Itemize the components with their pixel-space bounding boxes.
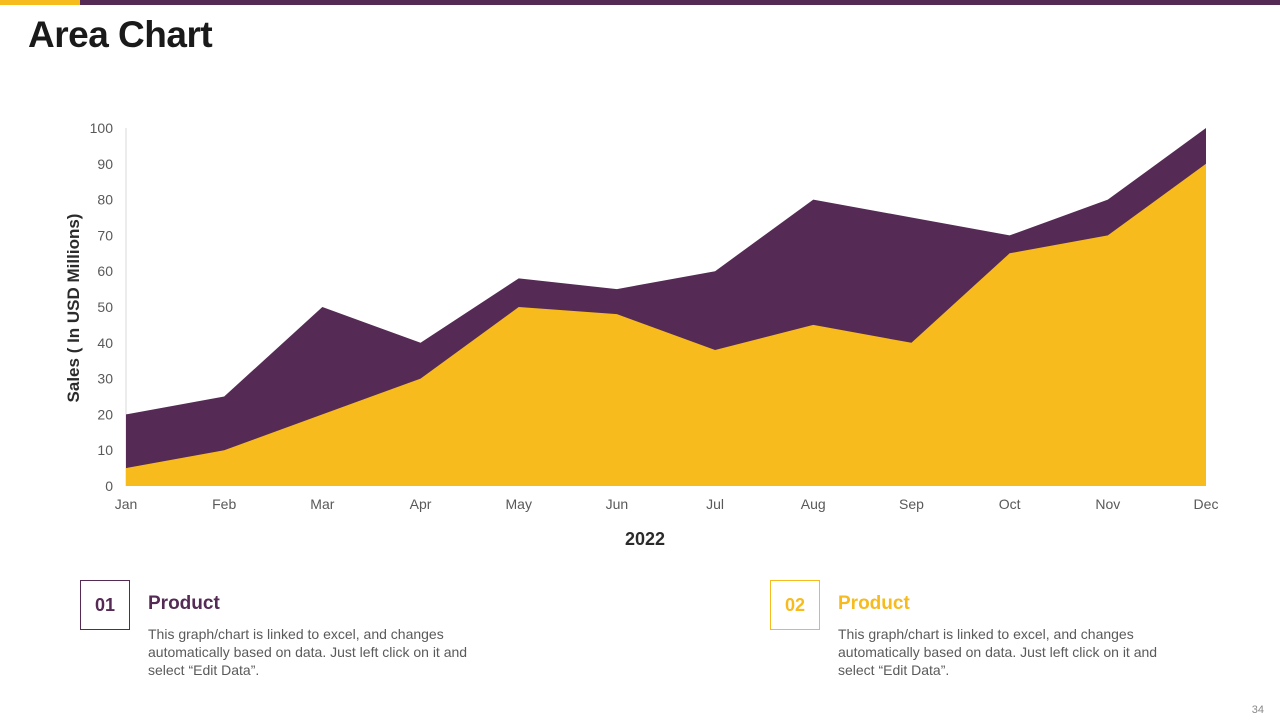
y-tick-label: 90 [97,156,113,172]
card-number-badge: 02 [770,580,820,630]
card-description: This graph/chart is linked to excel, and… [148,626,468,678]
page-number: 34 [1251,704,1264,716]
top-accent-highlight [0,0,80,5]
y-tick-label: 50 [97,299,113,315]
y-tick-label: 0 [105,478,113,494]
x-tick-label: Nov [1095,496,1120,512]
x-axis-label: 2022 [624,529,666,549]
y-tick-label: 60 [97,263,113,279]
x-tick-label: Feb [212,496,236,512]
y-tick-label: 10 [97,442,113,458]
x-tick-label: Oct [999,496,1021,512]
card-description: This graph/chart is linked to excel, and… [838,626,1158,678]
x-tick-label: Aug [801,496,826,512]
y-axis-label: Sales ( In USD Millions) [64,213,83,403]
y-tick-label: 100 [90,120,114,136]
card-heading: Product [148,593,220,614]
x-tick-label: May [506,496,532,512]
x-tick-label: Jun [606,496,629,512]
y-tick-label: 40 [97,335,113,351]
card-number-badge: 01 [80,580,130,630]
x-tick-label: Jan [115,496,138,512]
top-accent-bar [0,0,1280,5]
area-series-2 [126,163,1206,487]
x-tick-label: Jul [706,496,724,512]
x-tick-label: Mar [310,496,334,512]
y-tick-label: 20 [97,406,113,422]
y-tick-label: 80 [97,192,113,208]
card-heading: Product [838,593,910,614]
area-chart: 0 10 20 30 40 50 60 70 80 90 100 Jan Feb Mar Apr May Jun… [90,120,1219,512]
y-tick-label: 70 [97,227,113,243]
x-tick-label: Dec [1194,496,1219,512]
x-tick-label: Sep [899,496,924,512]
x-tick-label: Apr [410,496,432,512]
slide-title: Area Chart [28,14,213,55]
y-tick-label: 30 [97,371,113,387]
